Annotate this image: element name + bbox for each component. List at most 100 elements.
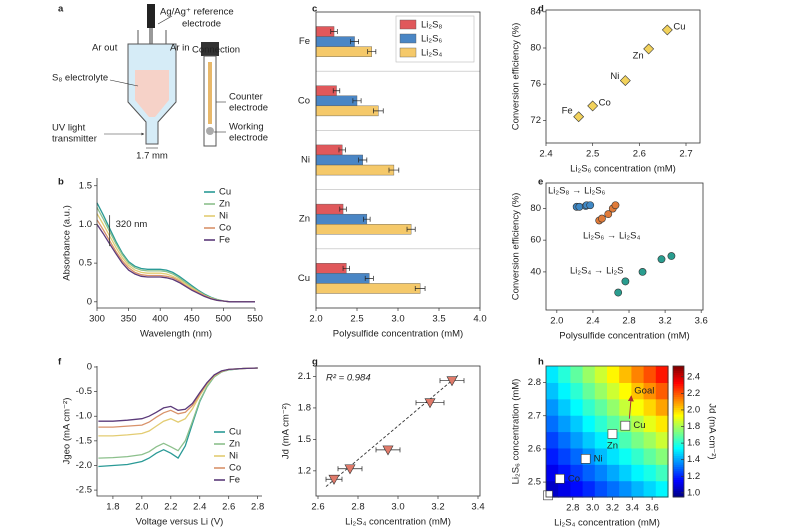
heatmap-cell — [546, 366, 559, 383]
legend-swatch — [399, 33, 417, 44]
heatmap-cell — [607, 464, 620, 482]
heatmap-cell — [607, 447, 620, 465]
x-tick-label: 3.2 — [658, 316, 671, 327]
point — [620, 420, 631, 431]
bar — [315, 95, 358, 107]
working-electrode — [206, 127, 214, 135]
colorbar-segment — [673, 457, 684, 461]
diagram-label: 1.7 mm — [136, 151, 168, 162]
legend-label: Co — [219, 223, 231, 234]
series-label: Li₂S₆ → Li₂S₄ — [583, 231, 640, 242]
line — [96, 224, 255, 303]
bar — [315, 154, 363, 166]
x-tick-label: 4.0 — [473, 314, 486, 325]
colorbar-segment — [673, 435, 684, 439]
heatmap-cell — [655, 431, 669, 449]
heatmap-cell — [631, 480, 645, 498]
x-tick-label: 3.5 — [432, 314, 445, 325]
point — [344, 464, 356, 475]
heatmap-cell — [558, 447, 571, 465]
panel-letter: f — [58, 357, 62, 368]
legend-label: Fe — [229, 475, 240, 486]
colorbar-tick-label: 1.8 — [687, 421, 700, 432]
y-tick-label: 84 — [530, 6, 541, 17]
point-label: Zn — [633, 50, 644, 61]
y-tick-label: -1.5 — [76, 435, 92, 446]
y-tick-label: 2.5 — [528, 477, 541, 488]
colorbar-segment — [673, 455, 684, 459]
reference-electrode — [147, 4, 155, 28]
colorbar-tick-label: 1.6 — [687, 438, 700, 449]
legend-swatch — [399, 47, 417, 58]
error-bar — [338, 147, 346, 153]
x-tick-label: 3.6 — [695, 316, 708, 327]
heatmap-cell — [570, 431, 584, 449]
heatmap-cell — [643, 398, 657, 416]
colorbar-segment — [673, 451, 684, 454]
colorbar-segment — [673, 418, 684, 422]
colorbar-segment — [673, 398, 684, 402]
heatmap-cell — [631, 415, 645, 433]
colorbar-segment — [673, 392, 684, 395]
y-tick-label: 1.0 — [79, 219, 92, 230]
heatmap-cell — [655, 366, 669, 383]
heatmap-cell — [570, 382, 584, 400]
x-tick-label: 2.0 — [135, 502, 148, 513]
bar — [315, 263, 347, 274]
colorbar-segment — [673, 479, 684, 483]
diagram-label: Connection — [192, 45, 240, 56]
error-bar — [332, 88, 341, 94]
plot-frame — [315, 365, 481, 497]
x-axis-label: Li₂S₄ concentration (mM) — [554, 518, 660, 529]
y-axis-label: Conversion efficiency (%) — [511, 23, 522, 131]
x-tick-label: 2.0 — [309, 314, 322, 325]
colorbar-label: Jd (mA cm⁻²) — [706, 403, 717, 459]
bar — [315, 203, 344, 215]
colorbar-segment — [673, 370, 684, 374]
heatmap-cell — [570, 464, 584, 482]
diagram-label: electrode — [229, 133, 268, 144]
series-label: Li₂S₈ → Li₂S₆ — [548, 186, 606, 197]
panel-letter: c — [312, 4, 317, 15]
y-tick-label: 0 — [87, 362, 92, 373]
point — [382, 445, 394, 456]
panel-letter: b — [58, 177, 64, 188]
heatmap-cell — [619, 464, 632, 482]
colorbar-segment — [673, 411, 684, 415]
y-tick-label: -0.5 — [76, 386, 92, 397]
colorbar-segment — [673, 414, 684, 417]
colorbar-segment — [673, 427, 684, 430]
point — [621, 277, 630, 286]
heatmap-cell — [655, 447, 669, 465]
panel-letter: g — [312, 357, 318, 368]
error-bar — [330, 29, 338, 35]
colorbar-tick-label: 1.0 — [687, 487, 700, 498]
legend-label: Li₂S₈ — [421, 20, 442, 31]
x-axis-label: Wavelength (nm) — [140, 329, 212, 340]
heatmap-cell — [607, 415, 620, 433]
colorbar-segment — [673, 368, 684, 371]
bar — [315, 273, 370, 284]
panel-letter: d — [538, 4, 544, 15]
x-tick-label: 2.5 — [586, 149, 599, 160]
heatmap-cell — [546, 431, 559, 449]
point — [573, 111, 585, 123]
heatmap-cell — [570, 447, 584, 465]
heatmap-cell — [643, 447, 657, 465]
heatmap-cell — [546, 415, 559, 433]
point — [424, 398, 436, 409]
colorbar-segment — [673, 440, 684, 443]
heatmap-cell — [619, 447, 632, 465]
leader — [157, 15, 173, 25]
heatmap-cell — [546, 398, 559, 416]
heatmap-cell — [619, 382, 632, 400]
x-tick-label: 450 — [184, 314, 200, 325]
legend-label: Cu — [219, 187, 231, 198]
x-tick-label: 500 — [215, 314, 231, 325]
point — [446, 376, 458, 387]
colorbar-tick-label: 1.2 — [687, 471, 700, 482]
point-label: Zn — [607, 441, 618, 452]
y-tick-label: Co — [298, 95, 310, 106]
heatmap-cell — [594, 415, 608, 433]
colorbar-segment — [673, 446, 684, 450]
